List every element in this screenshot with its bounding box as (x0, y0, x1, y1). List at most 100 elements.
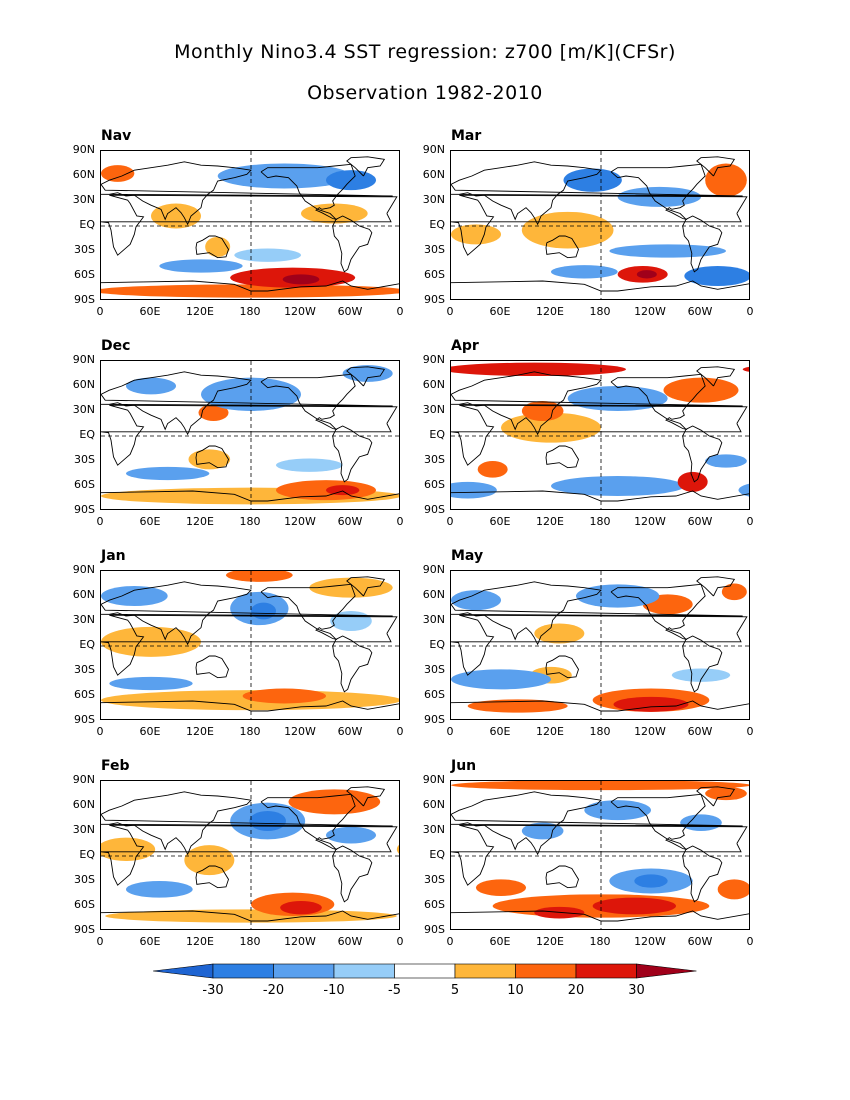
latitude-tick-label: 30S (424, 243, 445, 256)
anomaly-shading (234, 248, 301, 262)
latitude-tick-label: EQ (79, 848, 95, 861)
anomaly-shading (521, 401, 564, 421)
latitude-tick-label: 60N (422, 168, 445, 181)
latitude-tick-label: EQ (429, 848, 445, 861)
coastline (451, 280, 749, 292)
longitude-tick-label: 0 (396, 305, 404, 318)
coastline (610, 583, 706, 641)
anomaly-shading (467, 699, 568, 713)
coastline (545, 865, 579, 889)
colorbar-swatch (394, 963, 456, 979)
anomaly-shading (551, 265, 618, 279)
longitude-tick-label: 120E (536, 935, 564, 948)
longitude-tick-label: 60W (337, 725, 363, 738)
regression-field (101, 781, 399, 929)
latitude-tick-label: 60S (424, 688, 445, 701)
latitude-tick-label: 60N (422, 378, 445, 391)
anomaly-shading (476, 879, 526, 896)
anomaly-shading (521, 211, 614, 249)
anomaly-shading (636, 270, 657, 279)
colorbar-swatch (454, 963, 516, 979)
latitude-tick-label: 90N (422, 773, 445, 786)
coastline (260, 373, 356, 431)
coastline (682, 845, 723, 903)
longitude-tick-label: 120E (536, 305, 564, 318)
latitude-tick-label: 60S (74, 268, 95, 281)
latitude-tick-label: 30S (424, 663, 445, 676)
anomaly-shading (126, 466, 210, 481)
longitude-tick-label: 180 (239, 725, 261, 738)
longitude-tick-label: 60W (687, 725, 713, 738)
latitude-tick-label: 90N (72, 353, 95, 366)
anomaly-shading (613, 696, 689, 712)
coastline (101, 910, 399, 922)
map-frame (450, 150, 750, 300)
longitude-tick-label: 60W (687, 935, 713, 948)
coastline (451, 490, 749, 502)
longitude-tick-label: 0 (446, 515, 454, 528)
latitude-tick-label: 60S (74, 898, 95, 911)
latitude-tick-label: 30S (74, 873, 95, 886)
latitude-tick-label: 90N (422, 143, 445, 156)
longitude-tick-label: 0 (96, 725, 104, 738)
anomaly-shading (705, 786, 747, 801)
map-panel-may: May 90N 60N 30N EQ 30S 60S 90S 0 60E 120E 180 120W 60… (423, 548, 754, 737)
coastline (682, 215, 723, 273)
latitude-tick-label: 90S (424, 713, 445, 726)
regression-field (451, 571, 749, 719)
colorbar-min-arrow (153, 963, 214, 979)
longitude-tick-label: 120W (634, 515, 666, 528)
coastline (682, 425, 723, 483)
coastline (101, 280, 399, 292)
coastline (101, 791, 393, 856)
anomaly-shading (101, 165, 135, 182)
anomaly-shading (242, 688, 326, 704)
colorbar-tick-label: 5 (450, 983, 460, 998)
anomaly-shading (226, 571, 293, 582)
longitude-tick-label: 120E (536, 515, 564, 528)
coastline (346, 786, 386, 807)
longitude-tick-label: 0 (446, 725, 454, 738)
anomaly-shading (205, 236, 231, 257)
latitude-tick-label: 90S (424, 923, 445, 936)
coastline (101, 581, 393, 646)
figure-subtitle: Observation 1982-2010 (307, 82, 543, 104)
latitude-tick-label: 30S (424, 453, 445, 466)
longitude-tick-label: 60W (337, 515, 363, 528)
coastline (260, 583, 356, 641)
regression-field (451, 151, 749, 299)
latitude-tick-label: 60N (72, 798, 95, 811)
coastline (332, 845, 373, 903)
longitude-tick-label: 60E (139, 935, 161, 948)
coastline (451, 194, 748, 256)
anomaly-shading (677, 471, 708, 492)
latitude-tick-label: EQ (429, 218, 445, 231)
map-frame (100, 150, 400, 300)
coastline (451, 371, 743, 436)
longitude-tick-label: 60W (687, 515, 713, 528)
colorbar-swatch (273, 963, 335, 979)
anomaly-shading (451, 224, 501, 245)
coastline (332, 635, 373, 693)
colorbar-max-arrow (636, 963, 697, 979)
latitude-tick-label: 90S (424, 503, 445, 516)
latitude-tick-label: 90S (74, 713, 95, 726)
map-frame (100, 780, 400, 930)
latitude-tick-label: EQ (79, 638, 95, 651)
latitude-tick-label: EQ (79, 428, 95, 441)
panel-month-label: Apr (451, 338, 479, 354)
colorbar (153, 963, 697, 979)
latitude-tick-label: 30S (424, 873, 445, 886)
coastline (610, 163, 706, 221)
latitude-tick-label: 90N (72, 143, 95, 156)
anomaly-shading (309, 577, 393, 598)
map-panel-feb: Feb 90N 60N 30N EQ 30S 60S 90S 0 60E 120E 180 120W 60… (73, 758, 404, 947)
latitude-tick-label: 30S (74, 243, 95, 256)
longitude-tick-label: 60E (489, 725, 511, 738)
longitude-tick-label: 180 (239, 515, 261, 528)
coastline (451, 161, 743, 226)
anomaly-shading (280, 901, 322, 915)
anomaly-shading (126, 881, 193, 898)
coastline (696, 366, 736, 387)
colorbar-swatch (515, 963, 577, 979)
